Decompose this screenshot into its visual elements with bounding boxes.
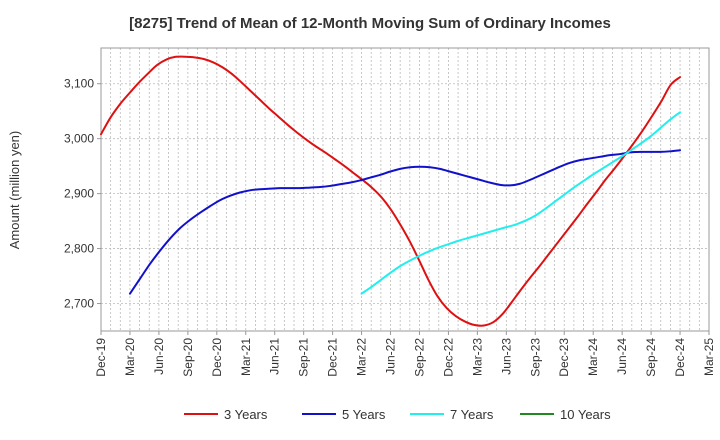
series-layer (100, 55, 682, 327)
x-tick-label: Sep-24 (644, 338, 658, 377)
y-tick-label: 2,700 (64, 297, 94, 311)
x-tick-label: Jun-22 (384, 338, 398, 375)
x-tick-label: Mar-21 (239, 338, 253, 376)
chart-title: [8275] Trend of Mean of 12-Month Moving … (129, 15, 611, 32)
x-tick-label: Mar-25 (702, 338, 716, 376)
x-tick-label: Mar-22 (355, 338, 369, 376)
legend: 3 Years 5 Years 7 Years 10 Years (184, 407, 611, 422)
x-tick-label: Sep-20 (181, 338, 195, 377)
legend-label-10-years: 10 Years (560, 407, 611, 422)
x-tick-label: Mar-20 (123, 338, 137, 376)
x-tick-label: Jun-23 (499, 338, 513, 375)
x-tick-label: Dec-23 (557, 338, 571, 377)
x-axis-ticks: Dec-19 Mar-20 Jun-20 Sep-20 Dec-20 Mar-21 Jun-… (94, 331, 716, 377)
x-tick-label: Sep-22 (412, 338, 426, 377)
y-tick-label: 3,000 (64, 132, 94, 146)
x-tick-label: Dec-24 (673, 338, 687, 377)
x-tick-label: Dec-21 (326, 338, 340, 377)
x-tick-label: Mar-24 (586, 338, 600, 376)
y-tick-label: 2,800 (64, 242, 94, 256)
x-tick-label: Dec-22 (441, 338, 455, 377)
x-tick-label: Sep-23 (528, 338, 542, 377)
series-line-7-years (360, 111, 682, 295)
y-axis-label: Amount (million yen) (7, 131, 22, 250)
x-tick-label: Sep-21 (297, 338, 311, 377)
legend-label-3-years: 3 Years (224, 407, 268, 422)
y-axis-ticks: 2,700 2,800 2,900 3,000 3,100 (64, 77, 101, 311)
series-line-3-years (100, 55, 682, 327)
series-line-5-years (128, 149, 682, 295)
x-tick-label: Jun-20 (152, 338, 166, 375)
legend-label-5-years: 5 Years (342, 407, 386, 422)
y-tick-label: 2,900 (64, 187, 94, 201)
grid (100, 48, 710, 331)
legend-label-7-years: 7 Years (450, 407, 494, 422)
plot-frame (100, 47, 710, 332)
y-tick-label: 3,100 (64, 77, 94, 91)
x-tick-label: Dec-20 (210, 338, 224, 377)
x-tick-label: Mar-23 (470, 338, 484, 376)
x-tick-label: Dec-19 (94, 338, 108, 377)
x-tick-label: Jun-24 (615, 338, 629, 375)
x-tick-label: Jun-21 (268, 338, 282, 375)
